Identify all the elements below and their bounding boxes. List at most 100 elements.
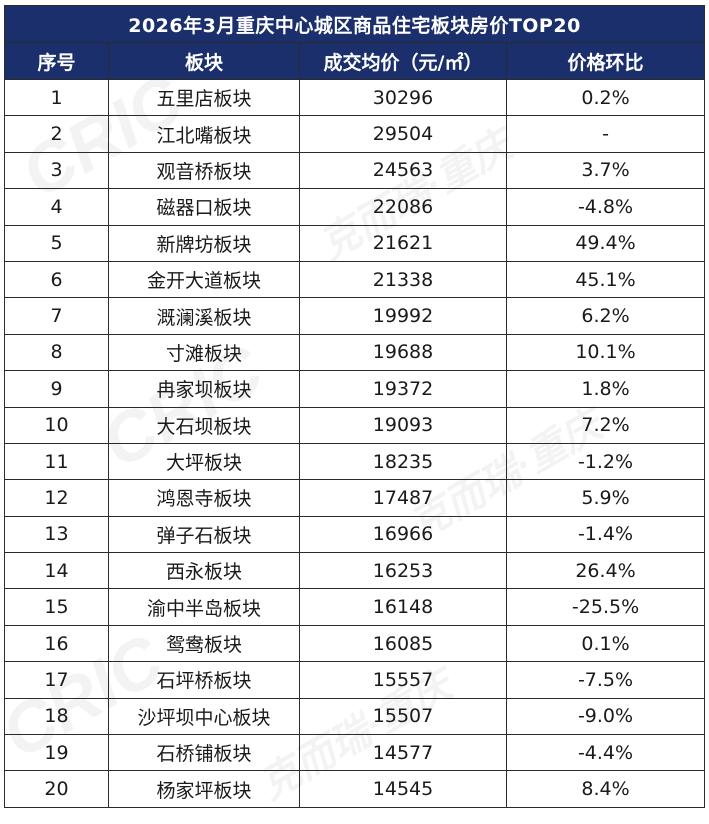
rank-cell: 9 <box>4 370 109 408</box>
rank-cell: 7 <box>4 297 109 335</box>
price-cell: 30296 <box>299 78 507 117</box>
table-body: 1 五里店板块 30296 0.2% 2 江北嘴板块 29504-3 观音桥板块 24563 3.… <box>4 78 706 808</box>
change-cell: 26.4% <box>505 552 706 590</box>
table-row: 4 磁器口板块 22086 -4.8% <box>4 188 706 226</box>
price-cell: 17487 <box>299 479 507 517</box>
header-row: 序号 板块 成交均价（元/㎡） 价格环比 <box>4 42 706 80</box>
table-row: 8 寸滩板块 19688 10.1% <box>4 333 706 372</box>
price-cell: 21621 <box>299 224 507 262</box>
column-header: 序号 <box>4 42 109 80</box>
district-cell: 鸿恩寺板块 <box>108 479 300 517</box>
rank-cell: 11 <box>4 442 109 481</box>
rank-cell: 17 <box>4 661 109 699</box>
price-cell: 19372 <box>299 370 507 408</box>
column-header: 板块 <box>108 42 300 80</box>
district-cell: 观音桥板块 <box>108 151 300 190</box>
rank-cell: 16 <box>4 624 109 663</box>
district-cell: 江北嘴板块 <box>108 115 300 153</box>
district-cell: 新牌坊板块 <box>108 224 300 262</box>
district-cell: 弹子石板块 <box>108 515 300 554</box>
change-cell: 8.4% <box>505 770 706 808</box>
change-cell: -4.8% <box>505 188 706 226</box>
change-cell: 5.9% <box>505 479 706 517</box>
table-row: 18 沙坪坝中心板块 15507 -9.0% <box>4 697 706 736</box>
price-cell: 29504 <box>299 115 507 153</box>
rank-cell: 1 <box>4 78 109 117</box>
price-cell: 22086 <box>299 188 507 226</box>
change-cell: -7.5% <box>505 661 706 699</box>
district-cell: 寸滩板块 <box>108 333 300 372</box>
table-row: 11 大坪板块 18235 -1.2% <box>4 442 706 481</box>
price-cell: 16085 <box>299 624 507 663</box>
change-cell: 10.1% <box>505 333 706 372</box>
district-cell: 石坪桥板块 <box>108 661 300 699</box>
table-row: 15 渝中半岛板块 16148 -25.5% <box>4 588 706 626</box>
district-cell: 大石坝板块 <box>108 406 300 444</box>
change-cell: -25.5% <box>505 588 706 626</box>
district-cell: 石桥铺板块 <box>108 734 300 772</box>
rank-cell: 12 <box>4 479 109 517</box>
table-row: 10 大石坝板块 19093 7.2% <box>4 406 706 444</box>
price-cell: 18235 <box>299 442 507 481</box>
column-header: 价格环比 <box>505 42 706 80</box>
table-row: 1 五里店板块 30296 0.2% <box>4 78 706 117</box>
table-title: 2026年3月重庆中心城区商品住宅板块房价TOP20 <box>3 5 706 43</box>
change-cell: 0.2% <box>505 78 706 117</box>
table-row: 16 鸳鸯板块 16085 0.1% <box>4 624 706 663</box>
price-cell: 16148 <box>299 588 507 626</box>
price-table: 2026年3月重庆中心城区商品住宅板块房价TOP20 序号 板块 成交均价（元/… <box>3 5 706 808</box>
district-cell: 五里店板块 <box>108 78 300 117</box>
district-cell: 冉家坝板块 <box>108 370 300 408</box>
table-row: 5 新牌坊板块 21621 49.4% <box>4 224 706 262</box>
price-cell: 19093 <box>299 406 507 444</box>
rank-cell: 8 <box>4 333 109 372</box>
district-cell: 大坪板块 <box>108 442 300 481</box>
price-cell: 15507 <box>299 697 507 736</box>
change-cell: 0.1% <box>505 624 706 663</box>
rank-cell: 13 <box>4 515 109 554</box>
price-cell: 16966 <box>299 515 507 554</box>
table-row: 2 江北嘴板块 29504- <box>4 115 706 153</box>
district-cell: 金开大道板块 <box>108 260 300 299</box>
rank-cell: 19 <box>4 734 109 772</box>
price-cell: 14577 <box>299 734 507 772</box>
price-cell: 19688 <box>299 333 507 372</box>
price-cell: 14545 <box>299 770 507 808</box>
price-cell: 19992 <box>299 297 507 335</box>
change-cell: 1.8% <box>505 370 706 408</box>
change-cell: -9.0% <box>505 697 706 736</box>
change-cell: - <box>505 115 706 153</box>
rank-cell: 2 <box>4 115 109 153</box>
change-cell: 45.1% <box>505 260 706 299</box>
district-cell: 杨家坪板块 <box>108 770 300 808</box>
table-row: 3 观音桥板块 24563 3.7% <box>4 151 706 190</box>
rank-cell: 20 <box>4 770 109 808</box>
rank-cell: 4 <box>4 188 109 226</box>
district-cell: 鸳鸯板块 <box>108 624 300 663</box>
district-cell: 磁器口板块 <box>108 188 300 226</box>
change-cell: -4.4% <box>505 734 706 772</box>
change-cell: -1.4% <box>505 515 706 554</box>
district-cell: 西永板块 <box>108 552 300 590</box>
rank-cell: 15 <box>4 588 109 626</box>
rank-cell: 6 <box>4 260 109 299</box>
price-cell: 16253 <box>299 552 507 590</box>
rank-cell: 14 <box>4 552 109 590</box>
change-cell: 7.2% <box>505 406 706 444</box>
district-cell: 沙坪坝中心板块 <box>108 697 300 736</box>
price-cell: 24563 <box>299 151 507 190</box>
table-row: 7 溉澜溪板块 19992 6.2% <box>4 297 706 335</box>
table-row: 9 冉家坝板块 19372 1.8% <box>4 370 706 408</box>
table-row: 17 石坪桥板块 15557 -7.5% <box>4 661 706 699</box>
rank-cell: 10 <box>4 406 109 444</box>
rank-cell: 5 <box>4 224 109 262</box>
change-cell: 49.4% <box>505 224 706 262</box>
table-row: 13 弹子石板块 16966 -1.4% <box>4 515 706 554</box>
price-cell: 15557 <box>299 661 507 699</box>
change-cell: 6.2% <box>505 297 706 335</box>
table-row: 6 金开大道板块 21338 45.1% <box>4 260 706 299</box>
table-row: 20 杨家坪板块 14545 8.4% <box>4 770 706 808</box>
rank-cell: 18 <box>4 697 109 736</box>
table-row: 19 石桥铺板块 14577 -4.4% <box>4 734 706 772</box>
